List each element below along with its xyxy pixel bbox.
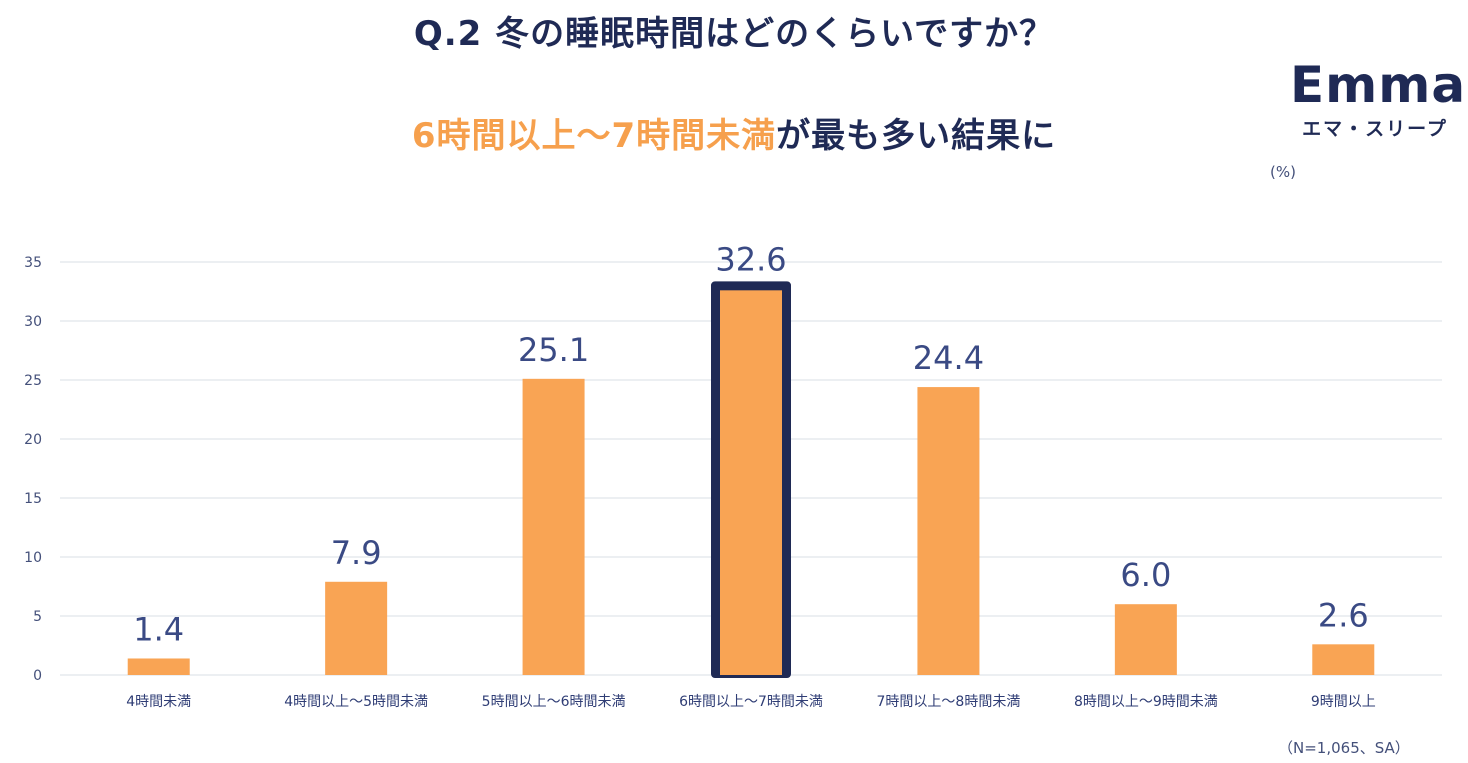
- data-label: 25.1: [518, 331, 589, 369]
- y-tick-label: 20: [24, 432, 42, 448]
- data-label: 24.4: [913, 339, 984, 377]
- bar: [127, 658, 190, 675]
- bar: [720, 290, 782, 675]
- y-tick-label: 0: [33, 668, 42, 684]
- unit-label: (%): [1270, 163, 1296, 181]
- x-tick-label: 5時間以上〜6時間未満: [482, 694, 626, 710]
- y-tick-label: 35: [24, 255, 42, 271]
- x-tick-label: 4時間未満: [126, 694, 191, 710]
- x-tick-label: 7時間以上〜8時間未満: [877, 694, 1021, 710]
- brand-logo: Emma エマ・スリープ: [1290, 56, 1467, 141]
- chart-subtitle: 6時間以上〜7時間未満が最も多い結果に: [0, 108, 1468, 157]
- x-tick-label: 6時間以上〜7時間未満: [679, 694, 823, 710]
- data-label: 6.0: [1120, 556, 1171, 594]
- data-label: 7.9: [331, 534, 382, 572]
- subtitle-rest: が最も多い結果に: [776, 116, 1057, 156]
- y-tick-label: 30: [24, 314, 42, 330]
- x-tick-label: 8時間以上〜9時間未満: [1074, 694, 1218, 710]
- sample-note: （N=1,065、SA）: [1278, 739, 1410, 757]
- bar: [917, 387, 980, 675]
- data-label: 32.6: [715, 240, 786, 278]
- y-tick-label: 25: [24, 373, 42, 389]
- bar: [522, 378, 585, 675]
- x-tick-label: 4時間以上〜5時間未満: [284, 694, 428, 710]
- x-tick-label: 9時間以上: [1311, 694, 1376, 710]
- brand-name: Emma: [1290, 56, 1467, 114]
- bar: [325, 581, 388, 675]
- y-tick-label: 10: [24, 550, 42, 566]
- brand-subtitle: エマ・スリープ: [1302, 118, 1448, 140]
- chart-title: Q.2 冬の睡眠時間はどのくらいですか？: [413, 14, 1055, 54]
- bar: [1312, 644, 1375, 675]
- y-tick-label: 15: [24, 491, 42, 507]
- y-tick-label: 5: [33, 609, 42, 625]
- data-label: 1.4: [133, 610, 184, 648]
- subtitle-highlight: 6時間以上〜7時間未満: [411, 116, 777, 156]
- data-label: 2.6: [1318, 596, 1369, 634]
- bar: [1114, 604, 1177, 675]
